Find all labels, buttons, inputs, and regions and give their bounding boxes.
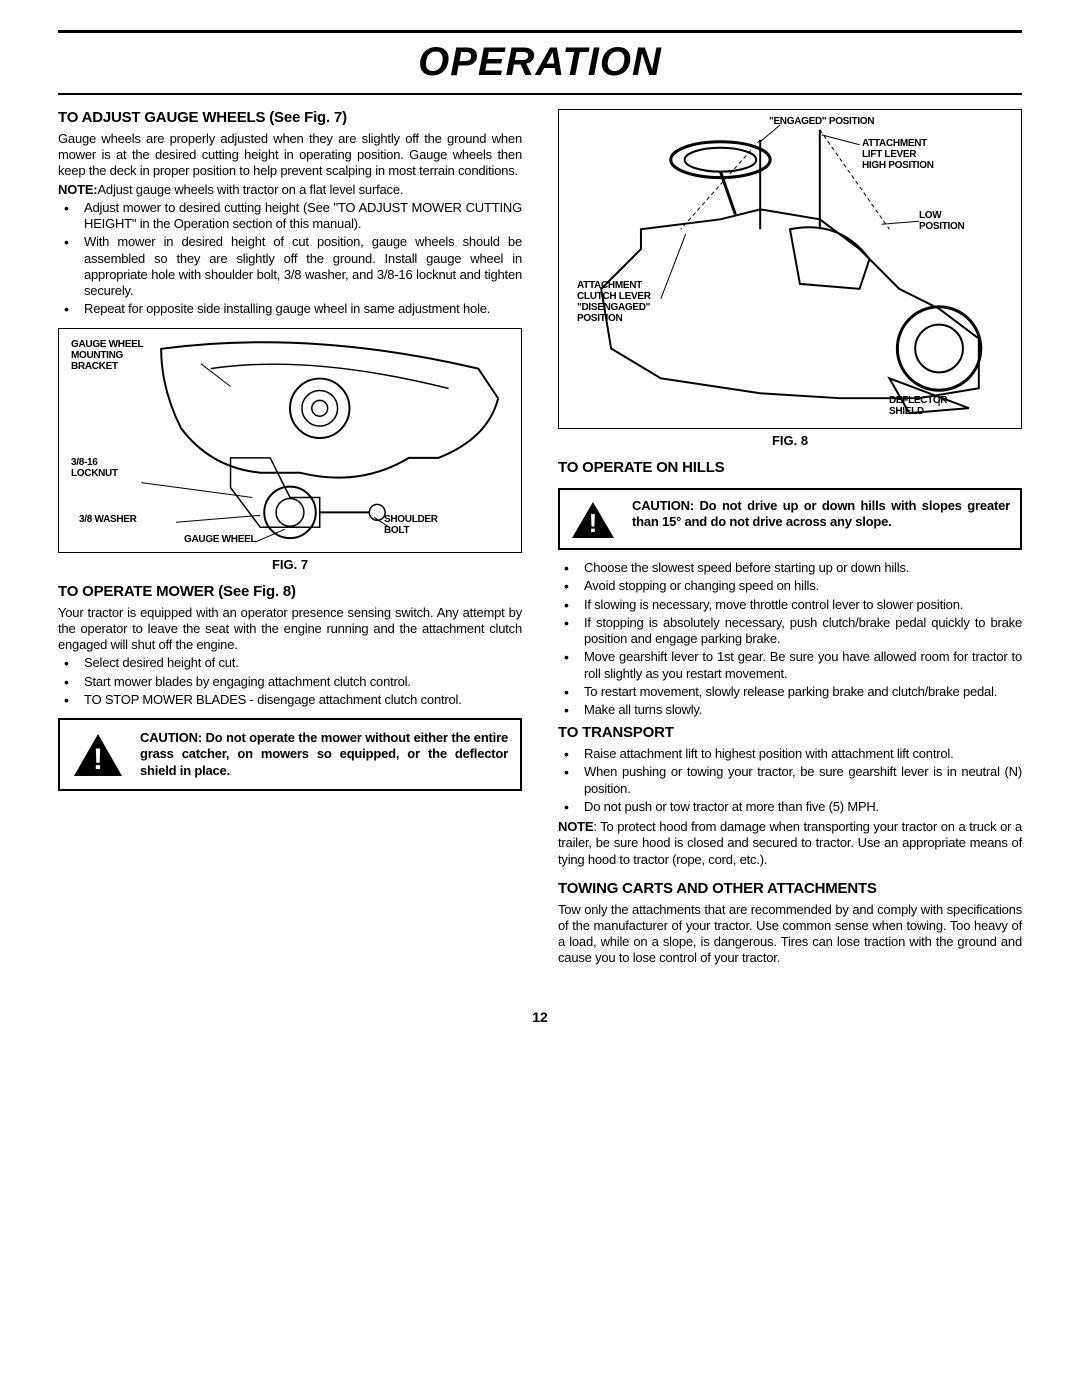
list-item: Start mower blades by engaging attachmen… xyxy=(58,674,522,690)
list-item: Adjust mower to desired cutting height (… xyxy=(58,200,522,233)
list-item: Repeat for opposite side installing gaug… xyxy=(58,301,522,317)
list-item: TO STOP MOWER BLADES - disengage attachm… xyxy=(58,692,522,708)
list-hills: Choose the slowest speed before starting… xyxy=(558,560,1022,718)
list-transport: Raise attachment lift to highest positio… xyxy=(558,746,1022,815)
list-item: When pushing or towing your tractor, be … xyxy=(558,764,1022,797)
list-item: Avoid stopping or changing speed on hill… xyxy=(558,578,1022,594)
caution-text-1: CAUTION: Do not operate the mower withou… xyxy=(140,730,508,779)
list-item: Move gearshift lever to 1st gear. Be sur… xyxy=(558,649,1022,682)
label-lift: ATTACHMENTLIFT LEVERHIGH POSITION xyxy=(862,138,934,171)
columns: TO ADJUST GAUGE WHEELS (See Fig. 7) Gaug… xyxy=(58,109,1022,969)
fig8-svg xyxy=(559,110,1021,428)
sub-rule xyxy=(58,93,1022,95)
page-number: 12 xyxy=(58,1009,1022,1027)
list-item: Raise attachment lift to highest positio… xyxy=(558,746,1022,762)
label-bolt: SHOULDERBOLT xyxy=(384,514,438,536)
fig8-caption: FIG. 8 xyxy=(558,433,1022,449)
figure-7: GAUGE WHEELMOUNTINGBRACKET 3/8-16LOCKNUT… xyxy=(58,328,522,553)
label-wheel: GAUGE WHEEL xyxy=(184,534,256,545)
heading-adjust-gauge: TO ADJUST GAUGE WHEELS (See Fig. 7) xyxy=(58,109,522,128)
list-operate-mower: Select desired height of cut. Start mowe… xyxy=(58,655,522,708)
label-clutch: ATTACHMENTCLUTCH LEVER"DISENGAGED"POSITI… xyxy=(577,280,651,324)
para-towing: Tow only the attachments that are recomm… xyxy=(558,902,1022,967)
heading-transport: TO TRANSPORT xyxy=(558,724,1022,743)
warning-icon: ! xyxy=(72,732,124,778)
fig7-caption: FIG. 7 xyxy=(58,557,522,573)
label-low: LOWPOSITION xyxy=(919,210,964,232)
list-item: Choose the slowest speed before starting… xyxy=(558,560,1022,576)
caution-box-1: ! CAUTION: Do not operate the mower with… xyxy=(58,718,522,791)
svg-text:!: ! xyxy=(93,743,103,776)
caution-box-2: ! CAUTION: Do not drive up or down hills… xyxy=(558,488,1022,550)
label-bracket: GAUGE WHEELMOUNTINGBRACKET xyxy=(71,339,143,372)
label-locknut: 3/8-16LOCKNUT xyxy=(71,457,118,479)
top-rule xyxy=(58,30,1022,33)
svg-text:!: ! xyxy=(589,508,598,538)
list-item: If stopping is absolutely necessary, pus… xyxy=(558,615,1022,648)
list-item: Do not push or tow tractor at more than … xyxy=(558,799,1022,815)
list-item: Make all turns slowly. xyxy=(558,702,1022,718)
para-adjust-gauge: Gauge wheels are properly adjusted when … xyxy=(58,131,522,180)
heading-towing: TOWING CARTS AND OTHER ATTACHMENTS xyxy=(558,880,1022,899)
list-adjust-gauge: Adjust mower to desired cutting height (… xyxy=(58,200,522,318)
label-washer: 3/8 WASHER xyxy=(79,514,137,525)
left-column: TO ADJUST GAUGE WHEELS (See Fig. 7) Gaug… xyxy=(58,109,522,969)
warning-icon: ! xyxy=(570,500,616,540)
page-title: OPERATION xyxy=(58,37,1022,87)
list-item: To restart movement, slowly release park… xyxy=(558,684,1022,700)
note-transport: NOTE: To protect hood from damage when t… xyxy=(558,819,1022,868)
heading-operate-mower: TO OPERATE MOWER (See Fig. 8) xyxy=(58,583,522,602)
figure-8: "ENGAGED" POSITION ATTACHMENTLIFT LEVERH… xyxy=(558,109,1022,429)
label-deflector: DEFLECTORSHIELD xyxy=(889,395,947,417)
para-operate-mower: Your tractor is equipped with an operato… xyxy=(58,605,522,654)
note-adjust-gauge: NOTE:Adjust gauge wheels with tractor on… xyxy=(58,182,522,198)
caution-text-2: CAUTION: Do not drive up or down hills w… xyxy=(632,498,1010,531)
label-engaged: "ENGAGED" POSITION xyxy=(769,116,874,127)
right-column: "ENGAGED" POSITION ATTACHMENTLIFT LEVERH… xyxy=(558,109,1022,969)
list-item: If slowing is necessary, move throttle c… xyxy=(558,597,1022,613)
list-item: Select desired height of cut. xyxy=(58,655,522,671)
list-item: With mower in desired height of cut posi… xyxy=(58,234,522,299)
heading-hills: TO OPERATE ON HILLS xyxy=(558,459,1022,478)
